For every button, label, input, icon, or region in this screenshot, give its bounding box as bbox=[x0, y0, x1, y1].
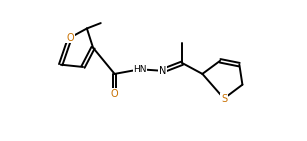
Text: N: N bbox=[159, 66, 166, 76]
Text: S: S bbox=[221, 93, 227, 103]
Text: O: O bbox=[111, 89, 119, 99]
Text: HN: HN bbox=[133, 65, 147, 74]
Text: O: O bbox=[66, 33, 74, 43]
